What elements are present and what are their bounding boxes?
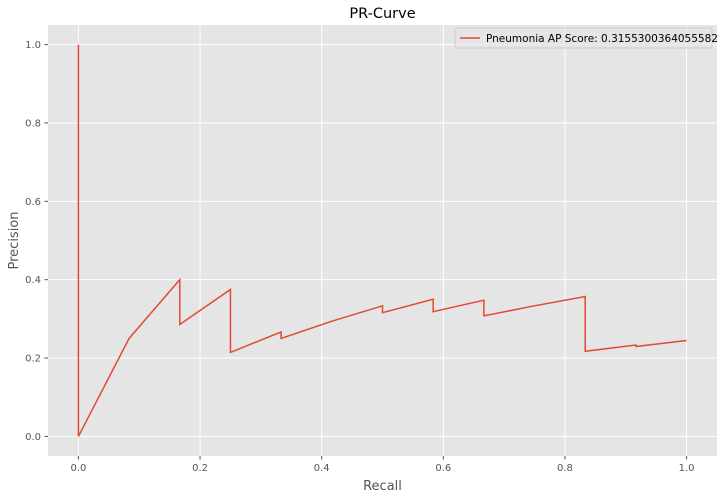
x-axis-label: Recall	[363, 479, 402, 494]
x-tick-label: 0.0	[70, 463, 86, 474]
series-layer	[77, 44, 687, 437]
chart-title: PR-Curve	[349, 6, 415, 22]
x-tick-label: 0.8	[557, 463, 573, 474]
legend: Pneumonia AP Score: 0.3155300364055582	[454, 27, 718, 49]
legend-box	[454, 27, 713, 49]
y-tick-label: 1.0	[25, 40, 41, 51]
legend-label: Pneumonia AP Score: 0.3155300364055582	[486, 33, 718, 45]
y-tick-label: 0.0	[25, 432, 41, 443]
x-tick-label: 0.4	[314, 463, 330, 474]
x-tick-label: 1.0	[679, 463, 695, 474]
y-tick-label: 0.8	[25, 118, 41, 129]
y-tick-label: 0.6	[25, 197, 41, 208]
grid	[48, 25, 717, 456]
x-tick-label: 0.2	[192, 463, 208, 474]
series-line	[77, 44, 687, 437]
y-axis-label: Precision	[7, 211, 22, 269]
y-tick-label: 0.4	[25, 275, 41, 286]
y-tick-label: 0.2	[25, 354, 41, 365]
x-tick-label: 0.6	[435, 463, 451, 474]
ticks: 0.0 0.2 0.4 0.6 0.8 1.0 0.0 0.2 0.4 0.6 0.8 1.0	[25, 40, 694, 474]
plot-area	[48, 25, 717, 456]
